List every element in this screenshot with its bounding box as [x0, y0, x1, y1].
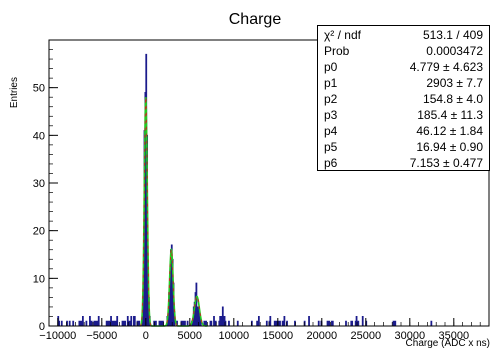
stats-value: 16.94 ± 0.90	[416, 140, 483, 154]
x-tick-label: −10000	[39, 330, 76, 342]
y-axis-ticks: 0 10 20 30 40 50	[33, 39, 58, 333]
x-axis-label: Charge (ADC x ns)	[406, 338, 490, 349]
y-tick-label: 40	[33, 130, 45, 142]
stats-label: p3	[324, 108, 338, 122]
x-tick-label: 15000	[263, 330, 294, 342]
stats-row: χ² / ndf 513.1 / 409	[318, 27, 489, 43]
stats-value: 2903 ± 7.7	[426, 76, 483, 90]
chart-title: Charge	[229, 11, 282, 28]
x-axis-ticks: −10000 −5000 0 5000 10000 15000 20000 25000 3000…	[39, 318, 490, 342]
x-tick-label: 25000	[351, 330, 382, 342]
stats-row: p0 4.779 ± 4.623	[318, 59, 489, 75]
y-tick-label: 50	[33, 83, 45, 95]
stats-label: p5	[324, 140, 338, 154]
stats-value: 154.8 ± 4.0	[423, 92, 483, 106]
x-tick-label: 20000	[307, 330, 338, 342]
stats-row: p6 7.153 ± 0.477	[318, 155, 489, 171]
x-tick-label: 10000	[219, 330, 250, 342]
x-tick-label: 0	[143, 330, 149, 342]
y-axis-label: Entries	[9, 77, 20, 108]
stats-value: 0.0003472	[426, 44, 483, 58]
y-tick-label: 30	[33, 178, 45, 190]
stats-row: p3 185.4 ± 11.3	[318, 107, 489, 123]
stats-label: p1	[324, 76, 338, 90]
stats-value: 7.153 ± 0.477	[409, 156, 483, 170]
fit-statistics-box: χ² / ndf 513.1 / 409 Prob 0.0003472 p0 4.779 …	[317, 25, 490, 171]
stats-row: p4 46.12 ± 1.84	[318, 123, 489, 139]
stats-label: p2	[324, 92, 338, 106]
stats-row: Prob 0.0003472	[318, 43, 489, 59]
y-tick-label: 10	[33, 273, 45, 285]
x-tick-label: 35000	[439, 330, 470, 342]
stats-label: Prob	[324, 44, 350, 58]
stats-value: 4.779 ± 4.623	[409, 60, 483, 74]
stats-value: 513.1 / 409	[422, 28, 483, 42]
stats-label: p4	[324, 124, 338, 138]
stats-row: p1 2903 ± 7.7	[318, 75, 489, 91]
fit-component-line	[139, 97, 208, 327]
stats-label: p6	[324, 156, 338, 170]
stats-label: χ² / ndf	[324, 28, 361, 42]
y-tick-label: 20	[33, 226, 45, 238]
stats-label: p0	[324, 60, 338, 74]
x-tick-label: −5000	[86, 330, 117, 342]
stats-row: p2 154.8 ± 4.0	[318, 91, 489, 107]
y-tick-label: 0	[39, 321, 45, 333]
x-tick-label: 30000	[395, 330, 426, 342]
stats-value: 185.4 ± 11.3	[417, 108, 483, 122]
x-tick-label: 5000	[178, 330, 202, 342]
stats-value: 46.12 ± 1.84	[416, 124, 483, 138]
stats-row: p5 16.94 ± 0.90	[318, 139, 489, 155]
fit-curve	[139, 97, 208, 327]
